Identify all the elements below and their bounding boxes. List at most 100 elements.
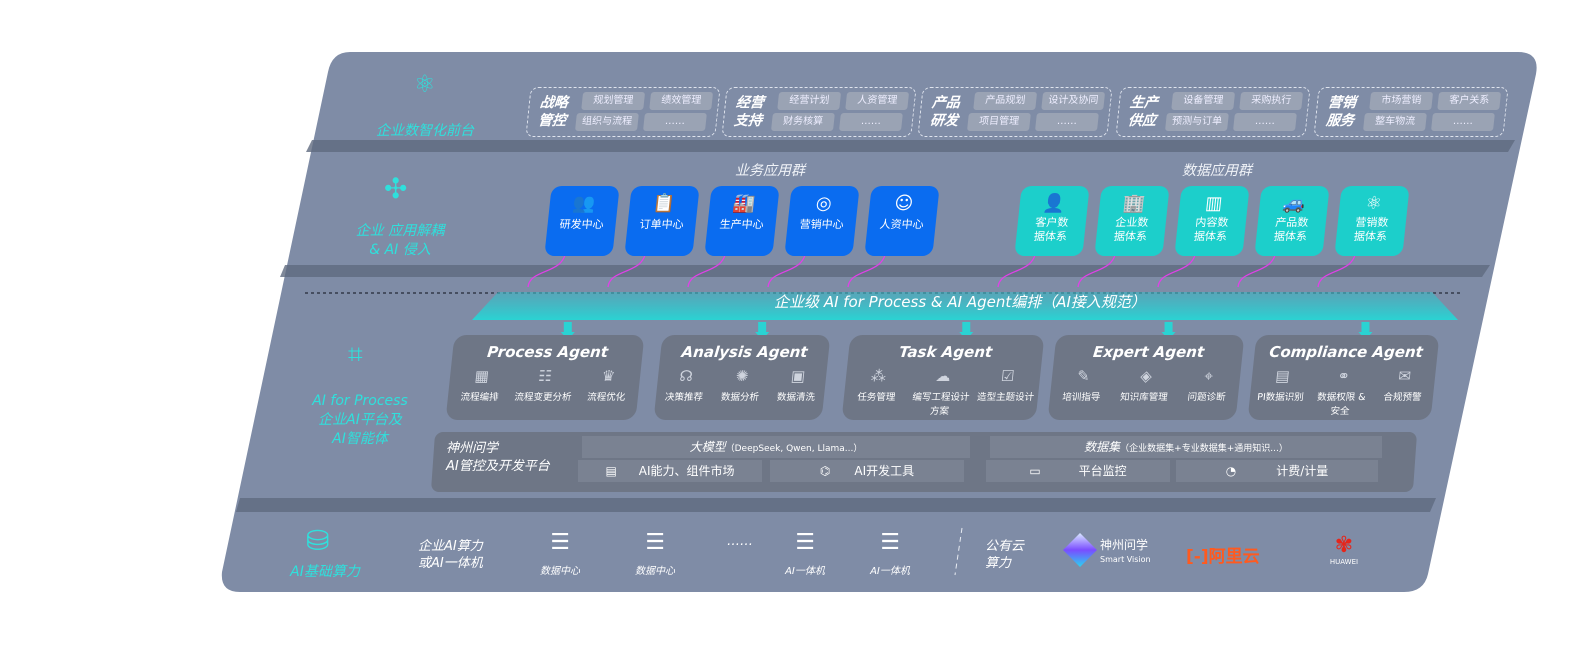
tool-billing[interactable]: ◔ 计费/计量	[1176, 460, 1378, 482]
group-chip[interactable]: 产品规划	[973, 92, 1038, 110]
enterprise-line2: 或AI一体机	[418, 556, 483, 571]
team-icon: 👥	[571, 193, 597, 214]
group-chip[interactable]: 经营计划	[777, 92, 842, 110]
business-app-card[interactable]: ◎ 营销中心	[784, 186, 860, 256]
group-chip[interactable]: 人资管理	[845, 92, 910, 110]
frontend-group: 营销服务 市场营销 客户关系 整车物流……	[1313, 87, 1509, 137]
agent-capability[interactable]: ▣ 数据清洗	[768, 367, 827, 403]
connector-arrow	[1317, 249, 1357, 288]
group-chip[interactable]: 财务核算	[771, 113, 835, 131]
capability-icon: ☊	[678, 367, 694, 385]
data-app-card[interactable]: ⚛ 营销数据体系	[1334, 186, 1410, 256]
agent-capability[interactable]: ☑ 造型主题设计	[971, 367, 1040, 417]
agent-card[interactable]: Analysis Agent ☊ 决策推荐 ✺ 数据分析 ▣ 数据清洗	[653, 335, 831, 420]
data-app-card[interactable]: 👤 客户数据体系	[1014, 186, 1090, 256]
group-chip[interactable]: 规划管理	[581, 92, 646, 110]
agent-card[interactable]: Compliance Agent ▤ PI数据识别 ⚭ 数据权限 & 安全 ✉ 合规预警	[1247, 335, 1440, 420]
agent-capability[interactable]: ⚭ 数据权限 & 安全	[1309, 367, 1375, 417]
agent-capability[interactable]: ✺ 数据分析	[712, 367, 771, 403]
agent-items: ▤ PI数据识别 ⚭ 数据权限 & 安全 ✉ 合规预警	[1248, 367, 1436, 417]
group-chip[interactable]: 设备管理	[1171, 92, 1236, 110]
group-chip[interactable]: 组织与流程	[575, 113, 639, 131]
compute-resource[interactable]: ☰ AI一体机	[860, 530, 920, 577]
agent-capability[interactable]: ⁂ 任务管理	[842, 367, 911, 417]
tool-market[interactable]: ▤ AI能力、组件市场	[578, 460, 762, 482]
connector-arrow	[607, 249, 647, 288]
agent-items: ☊ 决策推荐 ✺ 数据分析 ▣ 数据清洗	[655, 367, 827, 403]
apps-label-line2: & AI 侵入	[369, 242, 431, 258]
card-label: 营销中心	[798, 218, 845, 231]
card-label: 研发中心	[558, 218, 605, 231]
tool-monitor-label: 平台监控	[1078, 464, 1127, 478]
tool-billing-label: 计费/计量	[1276, 464, 1329, 478]
smart-vision-logo: 神州问学 Smart Vision	[1100, 539, 1151, 566]
public-line1: 公有云	[985, 539, 1025, 554]
tool-dev[interactable]: ⌬ AI开发工具	[770, 460, 964, 482]
group-chip[interactable]: ……	[1233, 113, 1297, 131]
tool-monitor[interactable]: ▭ 平台监控	[986, 460, 1170, 482]
group-chip[interactable]: 客户关系	[1437, 92, 1502, 110]
frontend-group: 战略管控 规划管理 绩效管理 组织与流程……	[525, 87, 721, 137]
agent-capability[interactable]: ☁ 编写工程设计方案	[907, 367, 976, 417]
agent-capability[interactable]: ☊ 决策推荐	[656, 367, 715, 403]
group-chip[interactable]: 预测与订单	[1165, 113, 1229, 131]
model-title: 大模型	[689, 440, 726, 454]
compute-resource[interactable]: ……	[710, 530, 770, 549]
huawei-flower-icon: ✾	[1334, 533, 1354, 558]
server-icon: ☰	[645, 530, 665, 555]
connector-arrow	[1077, 249, 1117, 288]
agent-capability[interactable]: ▦ 流程编排	[448, 367, 514, 403]
compute-resource[interactable]: ☰ AI一体机	[775, 530, 835, 577]
business-app-card[interactable]: 🏭 生产中心	[704, 186, 780, 256]
group-chip[interactable]: 市场营销	[1369, 92, 1434, 110]
aliyun-bracket-icon: [-]	[1186, 547, 1209, 567]
group-title: 营销服务	[1325, 95, 1357, 129]
group-chip[interactable]: 项目管理	[967, 113, 1031, 131]
business-app-card[interactable]: 📋 订单中心	[624, 186, 700, 256]
person-icon: ☺	[893, 193, 915, 214]
capability-icon: ☷	[537, 367, 553, 385]
frontend-group: 产品研发 产品规划 设计及协同 项目管理……	[917, 87, 1113, 137]
agent-card[interactable]: Expert Agent ✎ 培训指导 ◈ 知识库管理 ⌖ 问题诊断	[1047, 335, 1245, 420]
group-chip[interactable]: ……	[839, 113, 903, 131]
connector-arrow	[687, 249, 727, 288]
atom-icon: ⚛	[1364, 193, 1384, 214]
compute-resource[interactable]: ☰ 数据中心	[530, 530, 590, 577]
agent-capability[interactable]: ☷ 流程变更分析	[511, 367, 577, 403]
huawei-logo: ✾ HUAWEI	[1324, 533, 1364, 567]
compute-resource[interactable]: ☰ 数据中心	[625, 530, 685, 577]
tool-market-label: AI能力、组件市场	[638, 464, 735, 478]
agent-card[interactable]: Process Agent ▦ 流程编排 ☷ 流程变更分析 ♛ 流程优化	[445, 335, 645, 420]
dataset-title: 数据集	[1084, 440, 1121, 454]
group-chip[interactable]: 采购执行	[1239, 92, 1304, 110]
frontend-label: 企业数智化前台	[376, 123, 474, 139]
data-app-card[interactable]: 🏢 企业数据体系	[1094, 186, 1170, 256]
business-app-card[interactable]: 👥 研发中心	[544, 186, 620, 256]
agent-capability[interactable]: ✉ 合规预警	[1370, 367, 1436, 417]
agent-capability[interactable]: ⌖ 问题诊断	[1175, 367, 1241, 403]
agent-items: ▦ 流程编排 ☷ 流程变更分析 ♛ 流程优化	[447, 367, 641, 403]
group-chip[interactable]: 设计及协同	[1041, 92, 1106, 110]
capability-icon: ⁂	[870, 367, 887, 385]
sv-name: 神州问学	[1100, 538, 1149, 552]
group-chip[interactable]: ……	[643, 113, 707, 131]
agent-capability[interactable]: ✎ 培训指导	[1050, 367, 1116, 403]
group-chip[interactable]: 绩效管理	[649, 92, 714, 110]
platform-name-line2: AI管控及开发平台	[446, 459, 550, 474]
data-app-card[interactable]: 🚙 产品数据体系	[1254, 186, 1330, 256]
resource-label: AI一体机	[870, 566, 910, 577]
agent-capability[interactable]: ♛ 流程优化	[574, 367, 640, 403]
data-app-card[interactable]: ▥ 内容数据体系	[1174, 186, 1250, 256]
group-chip[interactable]: 整车物流	[1363, 113, 1427, 131]
agent-capability[interactable]: ▤ PI数据识别	[1248, 367, 1314, 417]
agent-items: ⁂ 任务管理 ☁ 编写工程设计方案 ☑ 造型主题设计	[842, 367, 1041, 417]
group-chip[interactable]: ……	[1035, 113, 1099, 131]
agent-capability[interactable]: ◈ 知识库管理	[1112, 367, 1178, 403]
agent-card[interactable]: Task Agent ⁂ 任务管理 ☁ 编写工程设计方案 ☑ 造型主题设计	[841, 335, 1045, 420]
enterprise-compute-label: 企业AI算力 或AI一体机	[418, 538, 483, 572]
capability-label: 培训指导	[1061, 392, 1101, 403]
server-icon: ☰	[795, 530, 815, 555]
business-app-card[interactable]: ☺ 人资中心	[864, 186, 940, 256]
group-chip[interactable]: ……	[1431, 113, 1495, 131]
dataset-bar: 数据集（企业数据集+专业数据集+通用知识...）	[990, 436, 1382, 458]
